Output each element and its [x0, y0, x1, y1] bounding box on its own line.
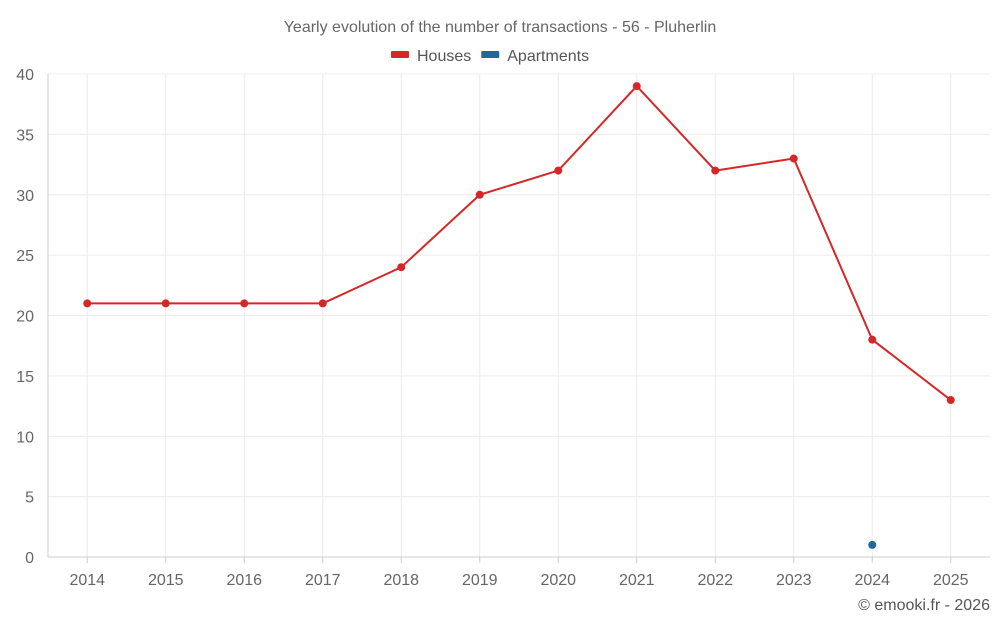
data-point-houses[interactable]: [789, 154, 798, 163]
y-tick-label: 10: [16, 429, 34, 446]
legend-item-houses[interactable]: Houses: [391, 48, 471, 65]
x-tick-label: 2023: [776, 572, 812, 589]
legend-label: Apartments: [507, 48, 589, 65]
legend-swatch: [481, 51, 500, 58]
data-point-houses[interactable]: [475, 190, 484, 199]
legend-swatch: [391, 51, 409, 58]
x-tick-label: 2019: [462, 572, 498, 589]
y-tick-label: 30: [16, 188, 34, 205]
data-point-houses[interactable]: [318, 299, 327, 308]
data-point-houses[interactable]: [161, 299, 170, 308]
x-tick-label: 2021: [619, 572, 655, 589]
data-point-houses[interactable]: [632, 82, 641, 91]
data-point-houses[interactable]: [83, 299, 92, 308]
x-tick-label: 2020: [540, 572, 576, 589]
data-point-houses[interactable]: [554, 166, 563, 175]
y-tick-label: 35: [16, 127, 34, 144]
x-tick-label: 2018: [383, 572, 419, 589]
chart-title: Yearly evolution of the number of transa…: [284, 19, 717, 36]
y-tick-label: 5: [25, 490, 34, 507]
x-tick-label: 2015: [148, 572, 184, 589]
y-tick-label: 40: [16, 67, 34, 84]
series-layer: [83, 82, 955, 549]
series-houses: [83, 82, 955, 405]
data-point-houses[interactable]: [397, 263, 406, 272]
data-point-houses[interactable]: [946, 396, 955, 405]
data-point-houses[interactable]: [240, 299, 249, 308]
data-point-apartments[interactable]: [868, 540, 877, 549]
x-tick-label: 2024: [854, 572, 890, 589]
legend: Houses Apartments: [391, 48, 589, 65]
x-tick-label: 2014: [69, 572, 105, 589]
y-tick-label: 0: [25, 550, 34, 567]
credit-text: © emooki.fr - 2026: [858, 597, 990, 614]
series-line-houses: [87, 85, 952, 401]
data-point-houses[interactable]: [868, 335, 877, 344]
gridlines: [48, 73, 990, 557]
x-tick-label: 2016: [226, 572, 262, 589]
series-apartments: [868, 540, 877, 549]
data-point-houses[interactable]: [711, 166, 720, 175]
y-tick-label: 15: [16, 369, 34, 386]
y-tick-label: 20: [16, 309, 34, 326]
x-tick-label: 2025: [933, 572, 969, 589]
legend-label: Houses: [417, 48, 471, 65]
legend-item-apartments[interactable]: Apartments: [481, 48, 589, 65]
x-tick-label: 2022: [697, 572, 733, 589]
x-tick-label: 2017: [305, 572, 341, 589]
y-tick-label: 25: [16, 248, 34, 265]
